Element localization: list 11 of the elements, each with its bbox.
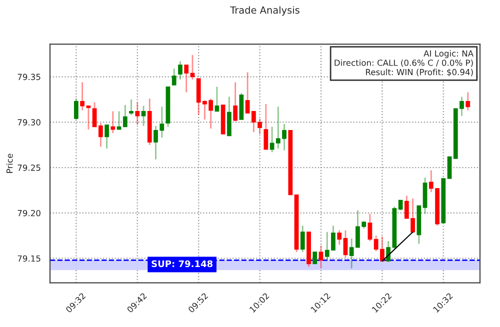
y-tick-label: 79.35 xyxy=(18,74,40,80)
annotation: AI Logic: NA Direction: CALL (0.6% C / 0.0% P) Result: WIN (Profit: $0.94) xyxy=(334,50,474,76)
candlestick xyxy=(447,156,452,179)
y-axis-title: Price xyxy=(6,154,13,173)
chart-title: Trade Analysis xyxy=(230,6,300,16)
ref-line-label: SUP: 79.148 xyxy=(152,260,213,268)
y-tick-label: 79.25 xyxy=(18,164,40,171)
y-tick-label: 79.15 xyxy=(18,255,40,262)
y-tick-label: 79.30 xyxy=(18,119,40,126)
y-tick-label: 79.20 xyxy=(18,210,40,216)
candlestick xyxy=(312,252,318,264)
